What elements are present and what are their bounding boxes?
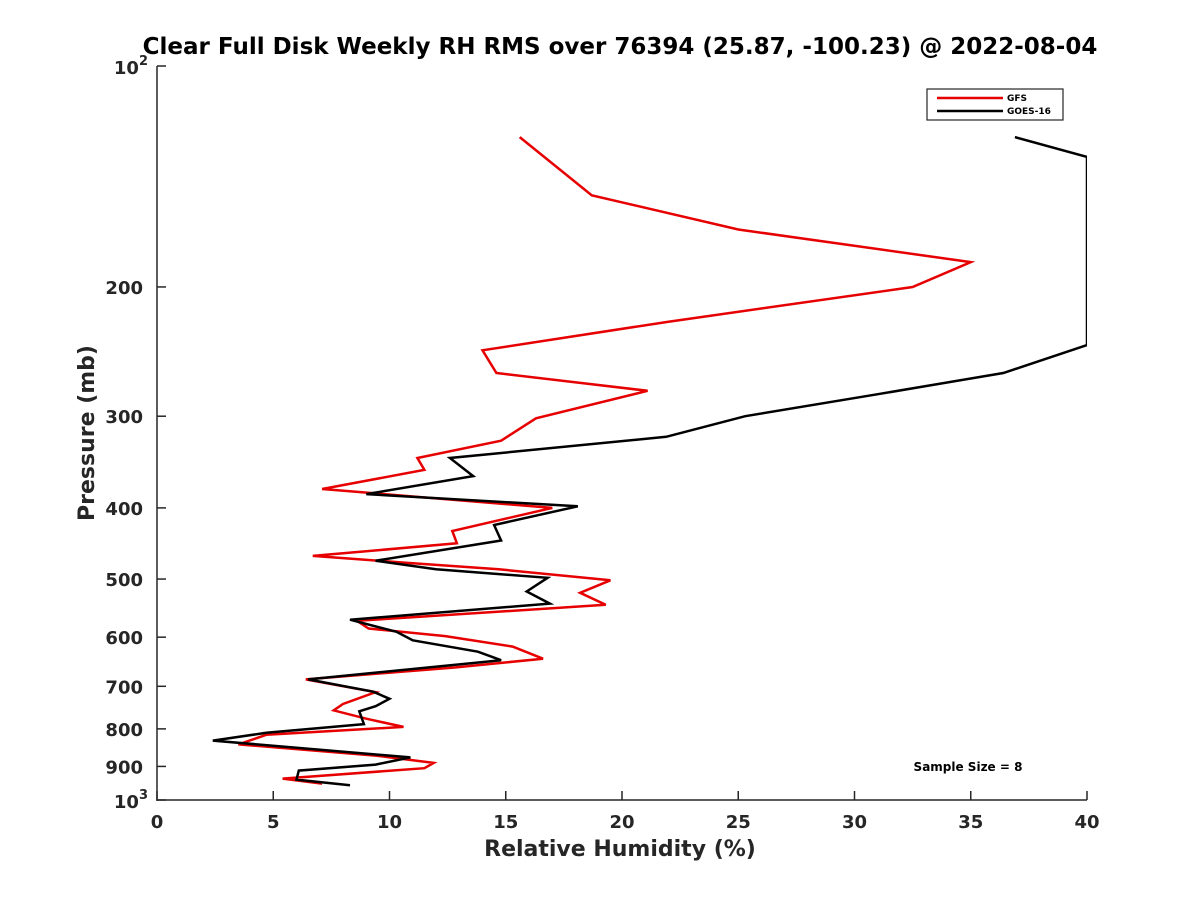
- x-tick-label: 0: [151, 812, 164, 833]
- y-tick-label: 300: [105, 407, 143, 428]
- x-tick-label: 10: [377, 812, 402, 833]
- y-tick-label: 500: [105, 570, 143, 591]
- y-tick-label: 800: [105, 720, 143, 741]
- y-tick-label: 400: [105, 499, 143, 520]
- y-tick-label: 200: [105, 278, 143, 299]
- sample-size-annotation: Sample Size = 8: [914, 760, 1023, 774]
- y-tick-label: 600: [105, 628, 143, 649]
- series-line-gfs: [237, 136, 976, 785]
- axes: [156, 66, 1087, 801]
- y-tick-label: 102: [114, 54, 148, 79]
- x-ticks: 0 5 10 15 20 25 30 35 40: [151, 791, 1100, 833]
- x-tick-label: 5: [267, 812, 280, 833]
- legend-label-goes16: GOES-16: [1007, 107, 1051, 117]
- x-tick-label: 25: [726, 812, 751, 833]
- x-tick-label: 40: [1074, 812, 1099, 833]
- chart-title: Clear Full Disk Weekly RH RMS over 76394…: [143, 34, 1098, 60]
- x-tick-label: 30: [842, 812, 867, 833]
- y-tick-label: 103: [114, 788, 148, 813]
- plot-lines: [212, 135, 1087, 787]
- legend-box: [926, 88, 1064, 121]
- y-ticks: 102 200 300 400 500 600 700 800 900 103: [105, 54, 166, 813]
- legend: GFS GOES-16: [926, 88, 1064, 121]
- series-line-goes16: [212, 135, 1087, 787]
- x-tick-label: 20: [609, 812, 634, 833]
- legend-label-gfs: GFS: [1007, 94, 1027, 104]
- y-tick-label: 900: [105, 757, 143, 778]
- x-tick-label: 15: [493, 812, 518, 833]
- y-tick-label: 700: [105, 677, 143, 698]
- x-axis-label: Relative Humidity (%): [484, 837, 756, 862]
- x-tick-label: 35: [958, 812, 983, 833]
- y-axis-label: Pressure (mb): [75, 345, 100, 521]
